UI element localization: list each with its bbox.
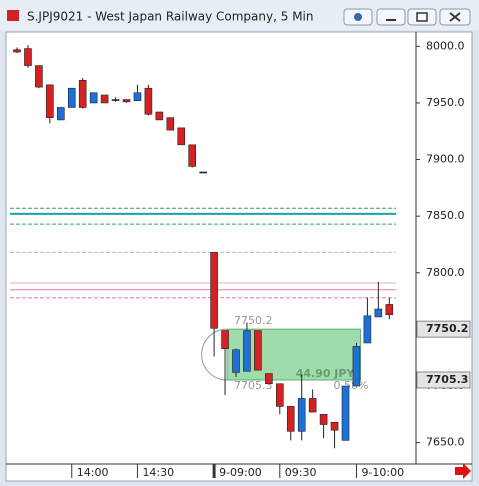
candle-body [56,107,65,121]
candle-body [13,49,21,53]
y-tick-label: 8000.0 [426,39,465,52]
candle-body [319,414,328,425]
measure-change: 44.90 JPY [296,367,356,380]
candle-body [308,398,317,413]
candle-body [363,315,372,344]
x-tick-label: 14:00 [77,466,109,479]
candle-body [188,144,196,167]
x-tick-label: 9-10:00 [361,466,404,479]
candle-body [297,398,306,432]
price-tag [416,371,471,389]
close-icon [449,12,461,22]
candle-body [254,330,262,371]
candle-body [221,330,229,349]
candle-body [199,171,207,174]
price-tag [416,320,471,338]
candle-body [46,84,54,118]
price-tag-label: 7750.2 [426,322,468,335]
candle-body [286,406,295,432]
candle-body [67,87,76,108]
candle-body [330,421,339,431]
price-tag-label: 7705.3 [426,373,468,386]
candle-body [24,48,32,66]
candle-body [210,252,218,329]
y-tick-label: 7950.0 [426,96,465,109]
candle-body [166,117,175,131]
candle-body [265,373,273,385]
candle-body [111,99,120,101]
candle-body [341,385,350,441]
candle-body [385,304,394,315]
x-tick-label: 09:30 [285,466,317,479]
candle-body [100,94,109,104]
window-title: S.JPJ9021 - West Japan Railway Company, … [27,10,313,24]
candle-body [155,111,164,121]
scroll-arrow[interactable] [455,463,471,479]
measure-arc [201,328,228,381]
measure-from-label: 7750.2 [234,314,273,327]
minimize-button[interactable] [376,8,406,26]
y-tick-label: 7900.0 [426,153,465,166]
y-tick-label: 7850.0 [426,209,465,222]
x-tick-label: 14:30 [142,466,174,479]
x-tick-label: 9-09:00 [219,466,262,479]
app-icon [7,10,19,21]
candle-body [89,92,98,104]
candle-body [243,330,251,372]
candle-body [122,99,131,103]
maximize-icon [416,12,428,22]
measure-to-label: 7705.3 [234,379,273,392]
candle-body [232,349,240,373]
y-tick-label: 7800.0 [426,266,465,279]
candle-body [78,79,87,108]
pin-icon [354,13,362,21]
candle-body [352,346,361,387]
candle-body [177,127,186,146]
candle-body [144,87,153,115]
candle-body [374,308,383,318]
maximize-button[interactable] [407,8,437,26]
candle-body [133,92,142,101]
measure-percent: 0.58% [333,379,368,392]
candle-body [275,383,284,407]
candle-body [35,65,43,88]
chart-area [5,31,473,482]
y-tick-label: 7650.0 [426,436,465,449]
